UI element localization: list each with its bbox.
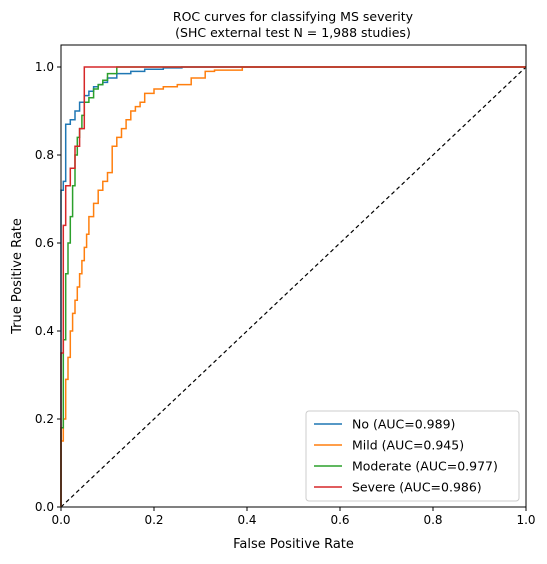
y-tick-label: 0.0 [35, 500, 54, 514]
legend-label-mild: Mild (AUC=0.945) [352, 438, 464, 453]
legend-label-no: No (AUC=0.989) [352, 417, 455, 432]
roc-curve-severe [60, 66, 526, 507]
y-tick-label: 0.2 [35, 412, 54, 426]
y-tick-label: 0.6 [35, 236, 54, 250]
legend-label-severe: Severe (AUC=0.986) [352, 480, 482, 495]
x-tick-label: 1.0 [516, 513, 535, 527]
roc-curve-no [60, 66, 526, 507]
y-tick-label: 0.8 [35, 148, 54, 162]
y-tick-label: 0.4 [35, 324, 54, 338]
x-tick-label: 0.6 [330, 513, 349, 527]
y-tick-label: 1.0 [35, 60, 54, 74]
chance-diagonal-line [60, 66, 527, 508]
chart-subtitle: (SHC external test N = 1,988 studies) [175, 25, 411, 40]
roc-curve-mild [60, 66, 526, 507]
plot-frame [60, 44, 527, 508]
x-tick-label: 0.4 [237, 513, 256, 527]
axis-ticks: 0.0 0.2 0.4 0.6 0.8 1.0 0.0 0.2 0.4 0.6 0.8 1.0 [35, 60, 536, 527]
x-tick-label: 0.0 [51, 513, 70, 527]
legend-label-moderate: Moderate (AUC=0.977) [352, 459, 498, 474]
legend-box [305, 410, 520, 502]
x-tick-label: 0.2 [144, 513, 163, 527]
y-axis-label: True Positive Rate [10, 218, 25, 335]
x-axis-label: False Positive Rate [233, 537, 354, 552]
chart-title: ROC curves for classifying MS severity [173, 9, 414, 24]
roc-curves [60, 66, 526, 507]
x-tick-label: 0.8 [423, 513, 442, 527]
legend-items: No (AUC=0.989) Mild (AUC=0.945) Moderate (… [314, 417, 498, 495]
legend: No (AUC=0.989) Mild (AUC=0.945) Moderate (… [305, 410, 520, 502]
